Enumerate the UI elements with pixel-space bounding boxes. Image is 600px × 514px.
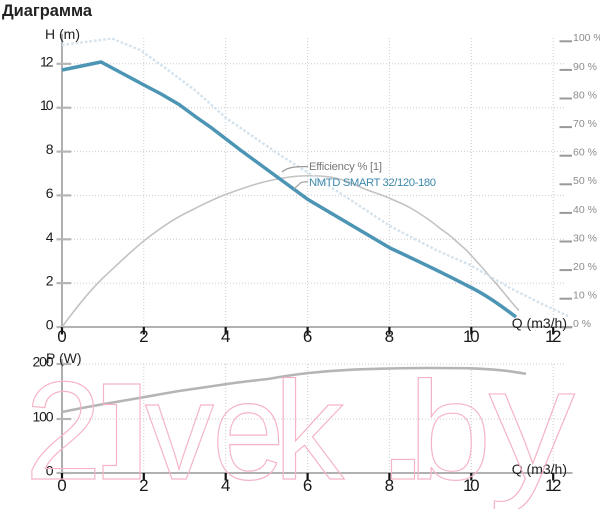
svg-text:60 %: 60 % [573, 147, 597, 159]
svg-text:H (m): H (m) [45, 26, 80, 42]
svg-text:y: y [489, 334, 576, 509]
svg-text:P (W): P (W) [46, 350, 82, 366]
svg-text:Efficiency % [1]: Efficiency % [1] [309, 161, 382, 173]
svg-text:2: 2 [25, 353, 102, 509]
svg-text:Q (m3/h): Q (m3/h) [512, 461, 567, 477]
svg-text:50 %: 50 % [573, 175, 597, 187]
svg-text:4: 4 [46, 229, 54, 245]
svg-text:100: 100 [33, 408, 54, 424]
svg-text:k: k [274, 352, 345, 509]
svg-text:2: 2 [139, 476, 148, 495]
svg-text:2: 2 [139, 327, 148, 346]
svg-text:v: v [145, 353, 215, 509]
svg-text:0: 0 [57, 476, 66, 495]
svg-text:0 %: 0 % [573, 318, 591, 330]
svg-text:4: 4 [221, 327, 230, 346]
svg-text:100 %: 100 % [573, 32, 600, 44]
svg-text:200: 200 [33, 353, 54, 369]
svg-text:6: 6 [46, 185, 54, 201]
svg-text:0: 0 [46, 463, 54, 479]
svg-text:70 %: 70 % [573, 118, 597, 130]
svg-text:12: 12 [545, 327, 562, 346]
svg-text:0: 0 [46, 317, 54, 333]
svg-text:8: 8 [46, 141, 54, 157]
svg-text:12: 12 [545, 476, 562, 495]
svg-text:2: 2 [46, 273, 54, 289]
svg-text:Диаграмма: Диаграмма [2, 2, 93, 20]
svg-text:10: 10 [463, 476, 480, 495]
svg-text:e: e [212, 352, 284, 509]
svg-text:b: b [408, 352, 491, 509]
svg-text:30 %: 30 % [573, 232, 597, 244]
svg-text:10: 10 [40, 97, 54, 113]
svg-text:NMTD SMART 32/120-180: NMTD SMART 32/120-180 [309, 177, 436, 189]
svg-text:6: 6 [303, 476, 312, 495]
svg-text:Q (m3/h): Q (m3/h) [512, 315, 567, 331]
svg-text:8: 8 [385, 476, 394, 495]
svg-text:10 %: 10 % [573, 290, 597, 302]
svg-text:6: 6 [303, 327, 312, 346]
svg-text:12: 12 [40, 53, 54, 69]
svg-text:4: 4 [221, 476, 230, 495]
svg-text:0: 0 [57, 327, 66, 346]
svg-text:80 %: 80 % [573, 89, 597, 101]
svg-text:8: 8 [385, 327, 394, 346]
svg-text:90 %: 90 % [573, 61, 597, 73]
svg-text:10: 10 [463, 327, 480, 346]
svg-text:20 %: 20 % [573, 261, 597, 273]
svg-text:40 %: 40 % [573, 204, 597, 216]
